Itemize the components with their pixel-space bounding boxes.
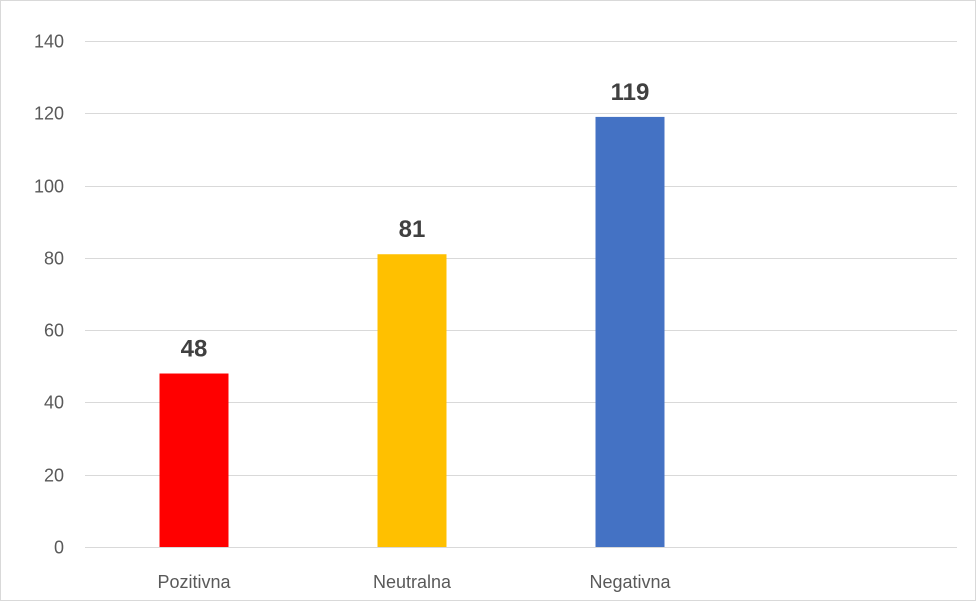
category-label-pozitivna: Pozitivna xyxy=(157,572,231,592)
y-tick-label: 120 xyxy=(34,104,64,124)
category-label-neutralna: Neutralna xyxy=(373,572,452,592)
gridlines xyxy=(85,41,957,548)
data-label-pozitivna: 48 xyxy=(181,336,208,363)
y-tick-label: 100 xyxy=(34,177,64,197)
bar-neutralna xyxy=(377,254,447,547)
y-tick-label: 20 xyxy=(44,466,64,486)
data-labels: 48 81 119 xyxy=(181,79,650,363)
bars xyxy=(159,116,665,548)
y-tick-label: 60 xyxy=(44,321,64,341)
y-tick-label: 140 xyxy=(34,32,64,52)
x-axis-categories: Pozitivna Neutralna Negativna xyxy=(157,572,671,592)
data-label-negativna: 119 xyxy=(611,79,650,106)
y-tick-label: 40 xyxy=(44,393,64,413)
y-axis-ticks: 0 20 40 60 80 100 120 140 xyxy=(34,32,64,558)
y-tick-label: 0 xyxy=(54,538,64,558)
data-label-neutralna: 81 xyxy=(399,216,426,243)
bar-pozitivna xyxy=(159,373,229,547)
y-tick-label: 80 xyxy=(44,249,64,269)
category-label-negativna: Negativna xyxy=(589,572,671,592)
bar-negativna xyxy=(595,116,665,548)
